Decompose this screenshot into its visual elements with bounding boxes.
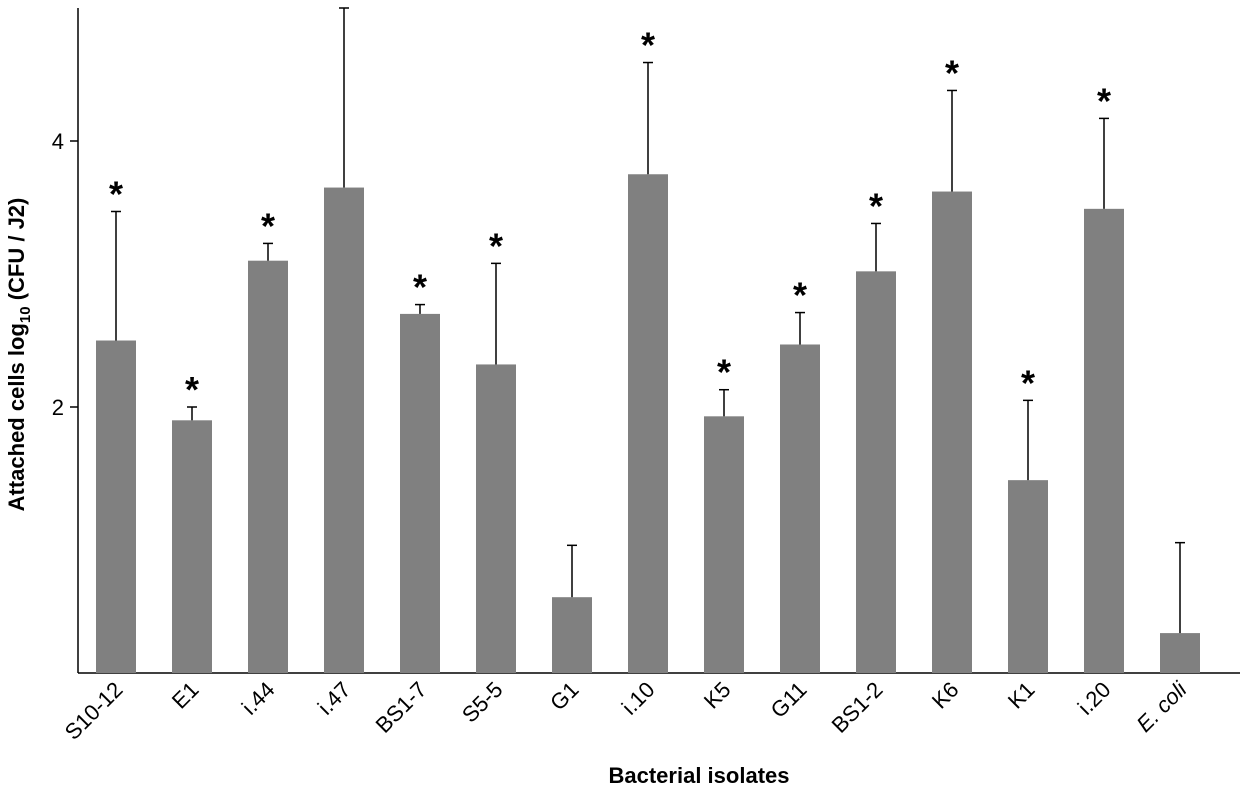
y-axis-title-subscript: 10: [17, 306, 34, 323]
y-axis-title-main: Attached cells log: [4, 323, 29, 511]
significance-marker: *: [793, 275, 807, 316]
significance-marker: *: [261, 205, 275, 246]
bar: [932, 191, 972, 674]
bar: [400, 313, 440, 673]
x-tick-label: E1: [167, 677, 204, 714]
significance-marker: *: [489, 225, 503, 266]
x-tick-label: S5-5: [457, 677, 508, 728]
bar: [552, 597, 592, 673]
x-tick-label: K1: [1003, 677, 1040, 714]
y-tick-label: 4: [52, 129, 64, 154]
bar: [476, 364, 516, 673]
significance-marker: *: [1097, 80, 1111, 121]
x-tick-label: i.44: [237, 677, 280, 720]
bar: [1008, 480, 1048, 673]
bars: [96, 174, 1200, 674]
significance-marker: *: [641, 25, 655, 66]
x-tick-label: K6: [927, 677, 964, 714]
x-tick-label: BS1-7: [371, 677, 432, 738]
x-tick-label: G11: [766, 677, 812, 723]
significance-marker: *: [717, 352, 731, 393]
bar: [96, 340, 136, 673]
x-tick-label: i.20: [1073, 677, 1116, 720]
y-axis-title-tail: (CFU / J2): [4, 198, 29, 307]
x-tick-label: S10-12: [60, 677, 128, 745]
significance-marker: *: [869, 185, 883, 226]
significance-marker: *: [337, 0, 351, 11]
y-tick-label: 2: [52, 395, 64, 420]
x-axis-title: Bacterial isolates: [609, 763, 790, 788]
x-tick-label: K5: [699, 677, 736, 714]
bar: [780, 344, 820, 673]
error-bars: [111, 7, 1185, 634]
bar: [704, 416, 744, 673]
x-tick-label: E. coli: [1131, 676, 1192, 737]
significance-marker: *: [1021, 362, 1035, 403]
bar: [1160, 633, 1200, 673]
x-tick-label: i.10: [617, 677, 660, 720]
bar: [856, 271, 896, 673]
x-tick-label: BS1-2: [827, 677, 888, 738]
y-axis-title: Attached cells log10 (CFU / J2): [4, 198, 34, 512]
x-tick-label: i.47: [313, 677, 356, 720]
significance-marker: *: [109, 173, 123, 214]
significance-marker: *: [185, 369, 199, 410]
bar: [628, 174, 668, 673]
significance-markers: * * * * * * * * * * * * *: [109, 0, 1111, 410]
y-ticks: 24: [52, 129, 78, 420]
x-tick-label: G1: [545, 677, 583, 715]
significance-marker: *: [413, 267, 427, 308]
bar: [324, 187, 364, 674]
significance-marker: *: [945, 52, 959, 93]
bar: [248, 260, 288, 673]
x-tick-labels: S10-12 E1 i.44 i.47 BS1-7 S5-5 G1 i.10 K5 G11 BS1-…: [60, 676, 1193, 745]
bar: [172, 420, 212, 673]
bar: [1084, 208, 1124, 673]
